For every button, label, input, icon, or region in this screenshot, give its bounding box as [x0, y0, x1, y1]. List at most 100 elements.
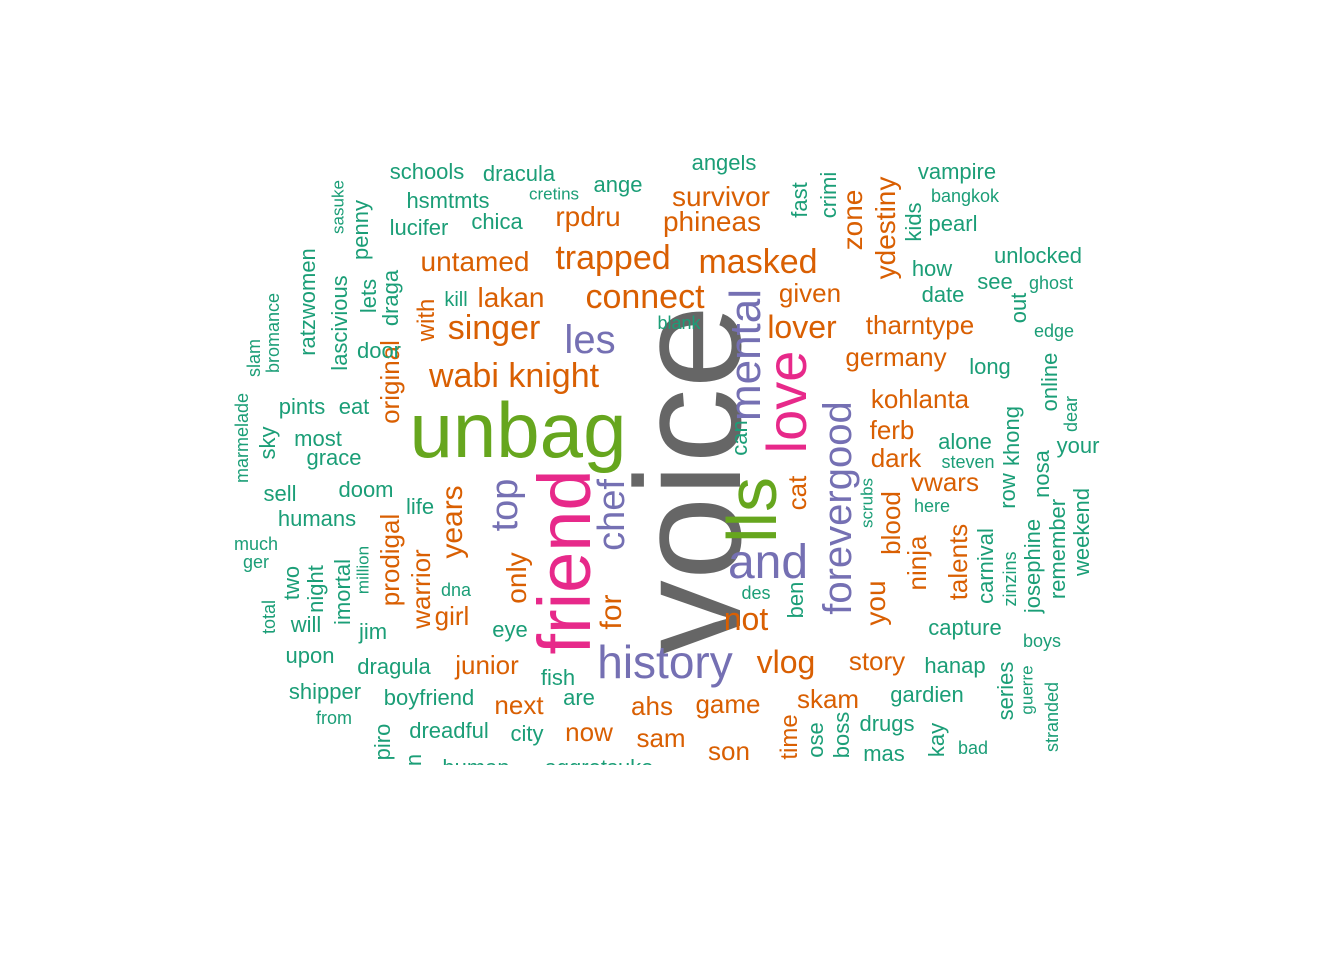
word-unbag: unbag: [409, 386, 627, 474]
word-will: will: [290, 612, 322, 637]
word-lets: lets: [356, 278, 381, 314]
word-dark: dark: [870, 443, 922, 473]
word-vampire: vampire: [917, 159, 997, 184]
word-ratzwomen: ratzwomen: [295, 248, 320, 356]
word-night: night: [303, 565, 328, 613]
word-crimi: crimi: [816, 171, 841, 219]
word-boyfriend: boyfriend: [383, 685, 475, 710]
word-for: for: [595, 594, 628, 630]
word-dreadful: dreadful: [409, 718, 489, 743]
word-can: can: [727, 420, 752, 456]
word-shipper: shipper: [288, 679, 362, 704]
word-blood: blood: [876, 491, 906, 555]
word-josephine: josephine: [1020, 518, 1045, 614]
word-ger: ger: [242, 552, 270, 572]
word-story: story: [848, 646, 906, 676]
word-lucifer: lucifer: [389, 215, 449, 240]
word-out: out: [1006, 292, 1031, 324]
word-lover: lover: [767, 309, 837, 345]
word-trapped: trapped: [555, 239, 671, 277]
word-sam: sam: [636, 723, 686, 753]
word-slam: slam: [244, 338, 264, 378]
word-untamed: untamed: [420, 246, 530, 277]
word-bangkok: bangkok: [930, 186, 1000, 206]
word-marmelade: marmelade: [232, 392, 252, 484]
word-bromance: bromance: [263, 292, 283, 374]
word-aggretsuko: aggretsuko: [545, 757, 654, 766]
word-sky: sky: [255, 426, 280, 460]
word-not: not: [723, 601, 769, 637]
word-row: row: [995, 473, 1020, 509]
word-piro: piro: [370, 723, 395, 761]
word-total: total: [259, 599, 279, 635]
word-prodigal: prodigal: [375, 513, 405, 607]
word-date: date: [921, 282, 965, 307]
word-connect: connect: [585, 278, 705, 316]
word-years: years: [436, 485, 469, 559]
word-lls: lls: [713, 476, 791, 544]
word-penny: penny: [348, 200, 373, 260]
word-kay: kay: [924, 722, 949, 758]
word-most: most: [294, 426, 342, 451]
word-see: see: [977, 269, 1013, 294]
word-door: door: [356, 338, 402, 363]
word-weekend: weekend: [1069, 487, 1094, 577]
word-schools: schools: [389, 159, 465, 184]
word-survivor: survivor: [671, 181, 771, 212]
word-stranded: stranded: [1042, 681, 1062, 753]
word-blank: blank: [657, 313, 701, 333]
word-tharntype: tharntype: [865, 310, 975, 340]
word-ose: ose: [803, 722, 828, 758]
word-talents: talents: [943, 523, 973, 601]
word-only: only: [501, 552, 532, 604]
word-game: game: [695, 689, 761, 719]
word-mental: mental: [721, 288, 770, 422]
word-vlog: vlog: [756, 644, 816, 680]
word-singer: singer: [447, 309, 541, 347]
word-ninja: ninja: [902, 535, 932, 591]
word-remember: remember: [1045, 498, 1070, 600]
word-skam: skam: [796, 684, 860, 714]
word-you: you: [860, 580, 891, 626]
word-phineas: phineas: [662, 206, 762, 237]
word-carnival: carnival: [973, 528, 998, 604]
word-time: time: [776, 714, 803, 760]
word-junior: junior: [455, 650, 519, 680]
word-here: here: [913, 496, 951, 516]
word-angels: angels: [691, 155, 757, 175]
word-sasuke: sasuke: [328, 180, 348, 234]
word-bad: bad: [957, 738, 989, 758]
word-your: your: [1056, 433, 1100, 458]
word-pints: pints: [278, 394, 326, 419]
word-pearl: pearl: [928, 211, 978, 236]
word-guerre: guerre: [1017, 665, 1037, 715]
word-cat: cat: [782, 475, 812, 511]
word-million: million: [353, 545, 373, 595]
word-given: given: [778, 278, 842, 308]
word-top: top: [484, 478, 526, 532]
word-son: son: [708, 736, 750, 765]
word-chef: chef: [591, 479, 633, 551]
word-warrior: warrior: [406, 549, 436, 629]
word-boys: boys: [1022, 631, 1062, 651]
word-kids: kids: [901, 202, 926, 242]
word-les: les: [564, 318, 616, 362]
word-zone: zone: [837, 189, 868, 251]
word-humans: humans: [277, 506, 357, 531]
word-cloud: voice unbag friend history lls love mental and f…: [225, 155, 1125, 765]
word-now: now: [565, 717, 613, 747]
word-long: long: [969, 354, 1011, 379]
word-ahs: ahs: [631, 691, 673, 721]
word-next: next: [494, 690, 544, 720]
word-fish: fish: [540, 665, 576, 690]
word-dna: dna: [440, 580, 472, 600]
word-two: two: [279, 565, 304, 601]
word-edge: edge: [1033, 321, 1075, 341]
word-hanap: hanap: [924, 653, 986, 678]
word-eat: eat: [338, 394, 370, 419]
word-nosa: nosa: [1029, 450, 1054, 498]
word-city: city: [510, 721, 544, 746]
word-boss: boss: [829, 711, 854, 759]
word-ange: ange: [593, 172, 643, 197]
